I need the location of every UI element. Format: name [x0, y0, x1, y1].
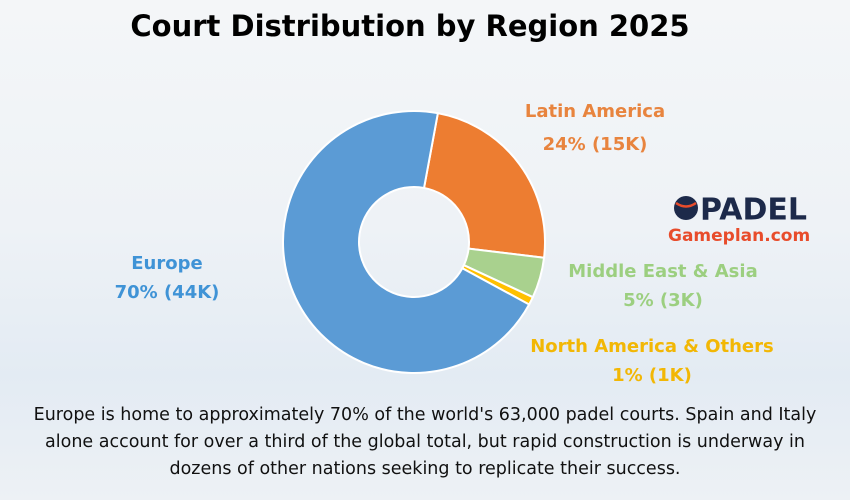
caption: Europe is home to approximately 70% of t…: [33, 405, 817, 479]
slice-label: Europe: [131, 253, 202, 274]
slice-value-label: 70% (44K): [115, 282, 220, 303]
slice: [422, 112, 546, 259]
logo-brand: PADEL: [700, 193, 807, 228]
slice: [282, 110, 531, 374]
slice-label: Middle East & Asia: [568, 261, 757, 282]
slice-value-label: 24% (15K): [543, 134, 648, 155]
chart-title: Court Distribution by Region 2025: [130, 9, 689, 43]
logo: PADEL Gameplan.com: [668, 193, 810, 247]
logo-seam: [675, 201, 697, 208]
slice-label: North America & Others: [530, 336, 774, 357]
slice-value-label: 1% (1K): [612, 365, 692, 386]
logo-ball: [674, 196, 698, 220]
slice-label: Latin America: [525, 101, 665, 122]
logo-site: Gameplan.com: [668, 226, 810, 246]
slice-value-label: 5% (3K): [623, 290, 703, 311]
